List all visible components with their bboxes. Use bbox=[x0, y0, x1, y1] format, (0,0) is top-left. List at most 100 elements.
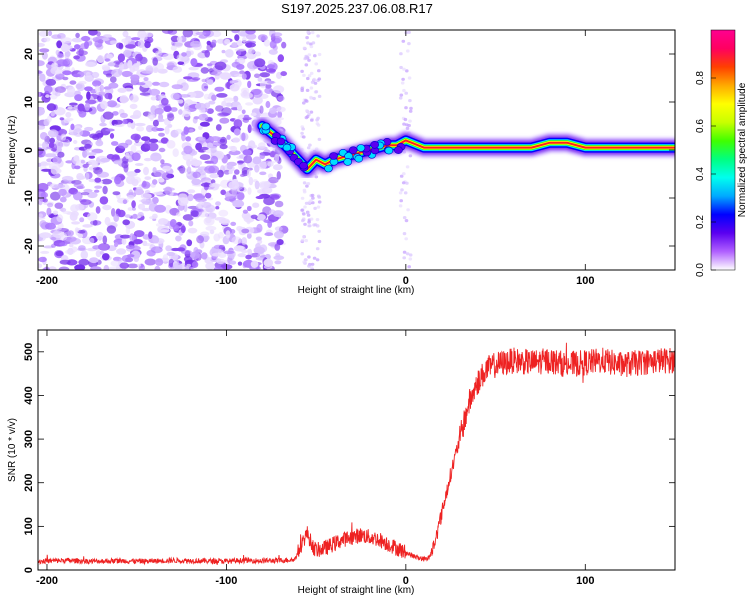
spectrogram-noise-blob bbox=[149, 216, 158, 220]
spectrogram-noise-blob bbox=[97, 171, 109, 178]
spectrogram-noise-blob bbox=[259, 244, 268, 253]
spectrogram-noise-blob bbox=[39, 73, 46, 82]
spectrogram-noise-blob bbox=[40, 132, 48, 140]
spectrogram-noise-blob bbox=[109, 221, 117, 226]
spectrogram-noise-blob bbox=[223, 250, 235, 255]
spectrogram-noise-blob bbox=[215, 206, 220, 210]
spectrogram-noise-blob bbox=[188, 66, 199, 71]
spectrogram-noise-blob bbox=[408, 99, 412, 103]
spectrogram-noise-blob bbox=[180, 35, 187, 43]
spectrogram-noise-blob bbox=[310, 30, 315, 35]
spectrogram-ridge-blob bbox=[343, 158, 353, 166]
spectrogram-noise-blob bbox=[405, 69, 409, 73]
spectrogram-noise-blob bbox=[255, 236, 262, 241]
spectrogram-noise-blob bbox=[49, 137, 55, 144]
spectrogram-noise-blob bbox=[218, 209, 229, 217]
spectrogram-noise-blob bbox=[186, 159, 192, 167]
spectrogram-noise-blob bbox=[99, 157, 110, 163]
spectrogram-noise-blob bbox=[65, 160, 74, 164]
spectrogram-noise-blob bbox=[307, 220, 311, 224]
spectrogram-noise-blob bbox=[309, 95, 313, 99]
spectrogram-noise-blob bbox=[167, 113, 175, 121]
spectrogram-noise-blob bbox=[246, 205, 252, 212]
spectrogram-noise-blob bbox=[236, 104, 243, 112]
spectrogram-ridge-blob bbox=[370, 141, 380, 149]
spectrogram-noise-blob bbox=[263, 258, 274, 267]
snr-frame bbox=[37, 329, 676, 571]
spectrogram-noise-blob bbox=[304, 201, 309, 205]
spectrogram-noise-blob bbox=[405, 181, 409, 185]
spectrogram-noise-blob bbox=[402, 172, 406, 176]
spectrogram-noise-blob bbox=[210, 155, 219, 165]
spectrogram-noise-blob bbox=[268, 173, 273, 179]
spectrogram-noise-blob bbox=[304, 54, 309, 58]
spectrogram-noise-blob bbox=[211, 94, 217, 101]
spectrogram-noise-blob bbox=[401, 39, 406, 43]
spectrogram-noise-blob bbox=[254, 58, 266, 68]
spectrogram-noise-blob bbox=[121, 70, 133, 77]
spectrogram-noise-blob bbox=[300, 252, 305, 256]
spectrogram-noise-blob bbox=[106, 225, 117, 234]
spectrogram-noise-blob bbox=[190, 210, 199, 218]
spectrogram-noise-blob bbox=[247, 187, 252, 195]
spectrogram-noise-blob bbox=[405, 252, 410, 256]
spectrogram-noise-blob bbox=[259, 105, 264, 114]
spectrogram-noise-blob bbox=[177, 197, 189, 206]
spectrogram-noise-blob bbox=[241, 109, 246, 115]
spectrogram-noise-blob bbox=[231, 236, 242, 244]
spectrogram-noise-blob bbox=[133, 230, 145, 238]
spectrogram-noise-blob bbox=[315, 122, 320, 126]
spectrogram-x-ticks: -200 -100 0 100 bbox=[36, 30, 594, 287]
spectrogram-noise-blob bbox=[216, 258, 226, 265]
spectrogram-noise-blob bbox=[144, 41, 151, 49]
spectrogram-ridge-blob bbox=[324, 164, 333, 173]
spectrogram-noise-blob bbox=[406, 208, 410, 212]
spectrogram-noise-blob bbox=[263, 39, 270, 47]
colorbar-tick-label: 0.4 bbox=[695, 167, 706, 181]
spectrogram-noise-blob bbox=[204, 85, 208, 89]
spectrogram-noise-blob bbox=[98, 243, 110, 251]
spectrogram-noise-blob bbox=[317, 229, 322, 233]
spectrogram-noise-blob bbox=[274, 243, 281, 251]
spectrogram-noise-blob bbox=[67, 230, 74, 237]
spectrogram-noise-blob bbox=[213, 266, 224, 270]
spectrogram-noise-blob bbox=[91, 71, 100, 79]
spectrogram-noise-blob bbox=[136, 82, 146, 86]
spectrogram-noise-blob bbox=[107, 62, 116, 67]
spectrogram-noise-blob bbox=[241, 87, 250, 94]
spectrogram-noise-blob bbox=[83, 188, 93, 193]
spectrogram-noise-blob bbox=[89, 257, 99, 264]
spectrogram-noise-blob bbox=[217, 169, 224, 178]
spectrogram-noise-blob bbox=[259, 93, 269, 99]
spectrogram-noise-blob bbox=[229, 229, 236, 234]
spectrogram-noise-blob bbox=[273, 37, 281, 44]
snr-y-tick-label: 100 bbox=[23, 517, 35, 535]
spectrogram-noise-blob bbox=[52, 230, 64, 238]
spectrogram-noise-blob bbox=[314, 62, 319, 66]
spectrogram-noise-blob bbox=[193, 116, 200, 120]
spectrogram-x-tick-label: 100 bbox=[576, 275, 594, 287]
spectrogram-noise-blob bbox=[175, 128, 183, 134]
spectrogram-noise-blob bbox=[305, 36, 309, 40]
spectrogram-y-tick-label: -20 bbox=[23, 238, 35, 254]
spectrogram-noise-blob bbox=[94, 85, 101, 94]
snr-xlabel: Height of straight line (km) bbox=[298, 585, 415, 596]
spectrogram-noise-blob bbox=[235, 40, 244, 47]
spectrogram-noise-blob bbox=[243, 114, 250, 118]
spectrogram-noise-blob bbox=[170, 92, 180, 100]
spectrogram-ridge-band bbox=[261, 125, 675, 171]
spectrogram-noise-blob bbox=[39, 48, 50, 53]
snr-x-tick-label: 100 bbox=[576, 575, 594, 587]
spectrogram-ridge-blob bbox=[299, 161, 308, 170]
spectrogram-noise-blob bbox=[275, 252, 281, 258]
spectrogram-noise-blob bbox=[60, 43, 70, 53]
spectrogram-noise-blob bbox=[406, 49, 410, 53]
spectrogram-noise-blob bbox=[407, 123, 411, 128]
spectrogram-noise-blob bbox=[162, 254, 168, 262]
spectrogram-noise-blob bbox=[150, 96, 157, 101]
spectrogram-noise-blob bbox=[215, 105, 224, 112]
spectrogram-noise-blob bbox=[46, 207, 52, 216]
spectrogram-noise-blob bbox=[245, 254, 252, 260]
spectrogram-ridge-blob bbox=[276, 137, 286, 146]
